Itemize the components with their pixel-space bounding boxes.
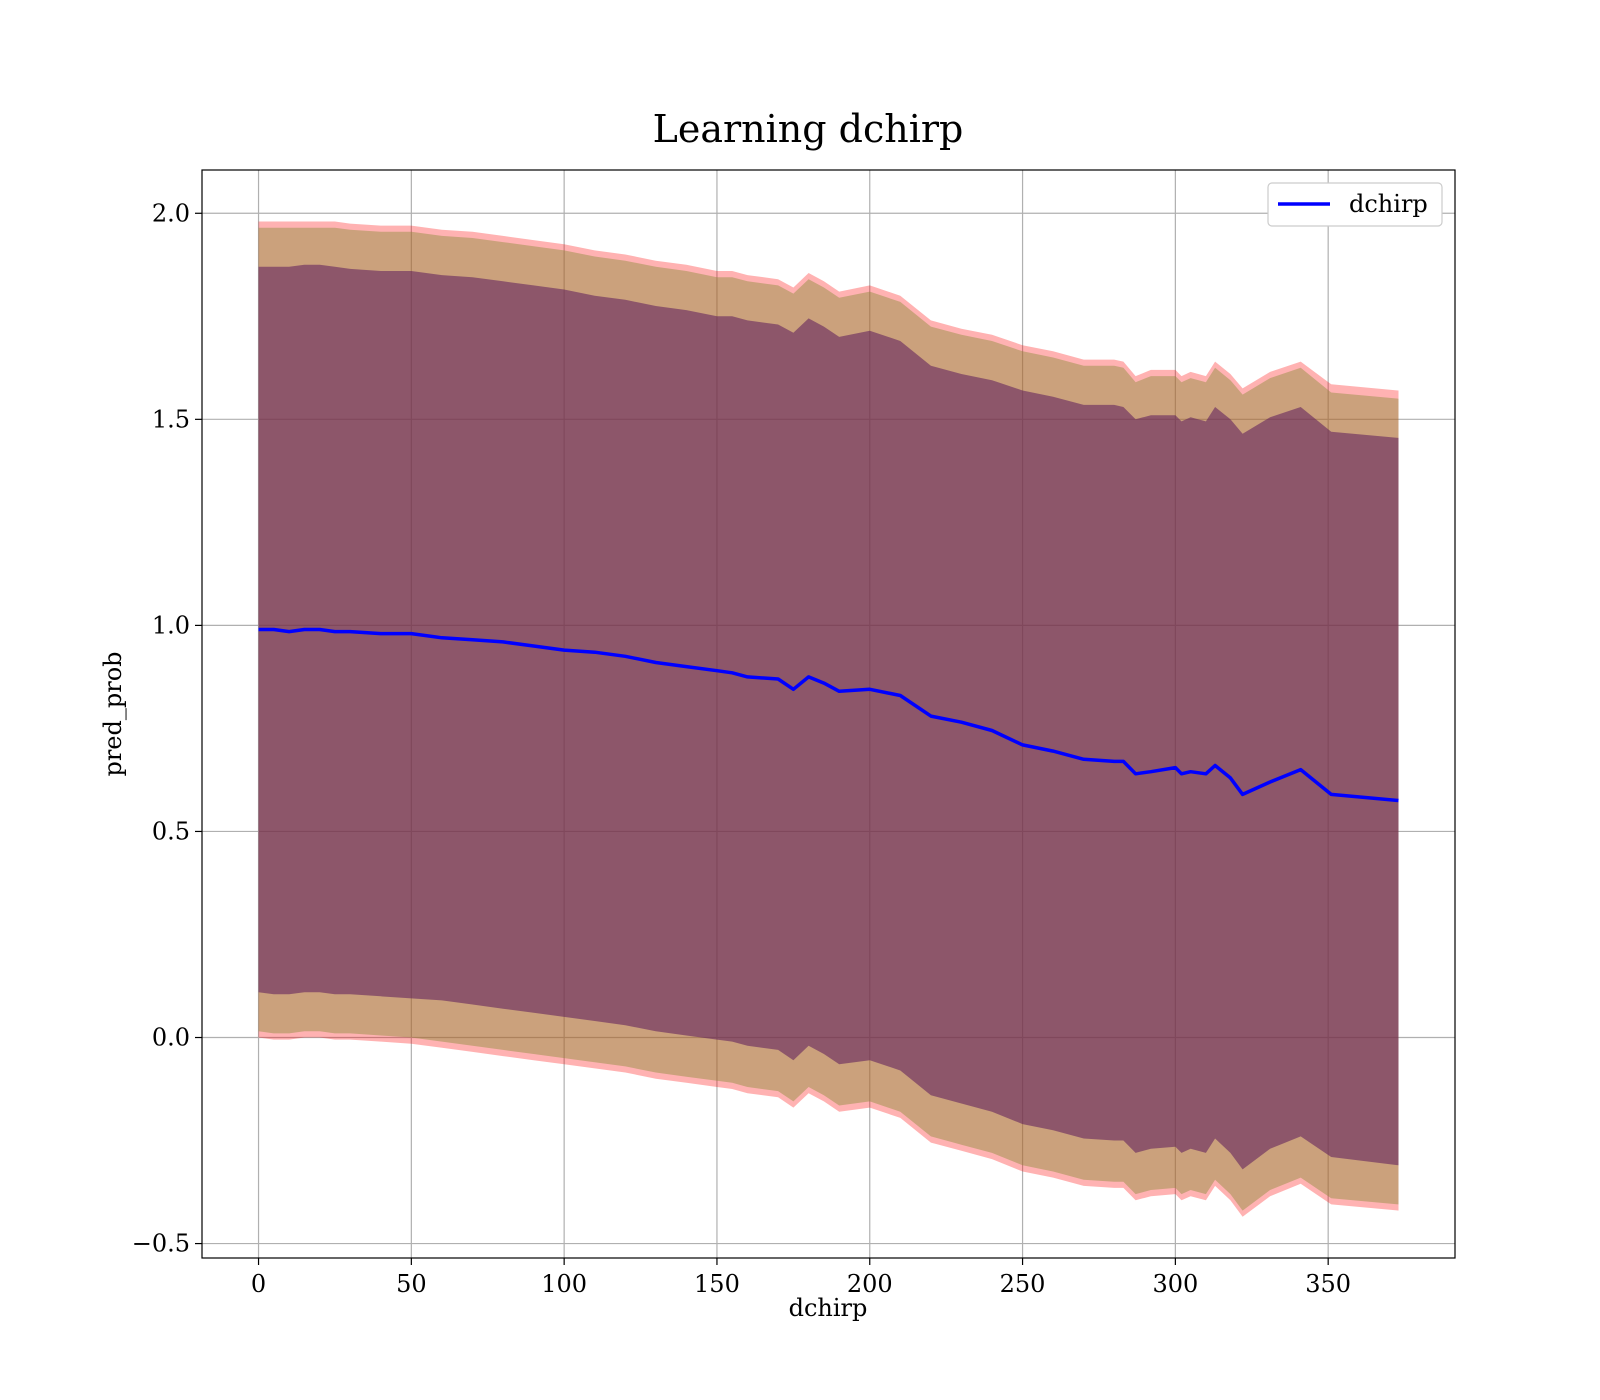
y-tick-label: 2.0 — [152, 199, 190, 227]
x-tick-label: 50 — [396, 1270, 427, 1298]
y-tick-label: 1.0 — [152, 611, 190, 639]
y-tick-label: 1.5 — [152, 405, 190, 433]
y-tick-label: 0.0 — [152, 1024, 190, 1052]
y-tick-label: 0.5 — [152, 817, 190, 845]
chart-title: Learning dchirp — [653, 107, 964, 151]
x-tick-label: 0 — [251, 1270, 266, 1298]
x-axis: 0 50 100 150 200 250 300 350 — [251, 1258, 1351, 1298]
x-tick-label: 250 — [1000, 1270, 1046, 1298]
x-tick-label: 300 — [1152, 1270, 1198, 1298]
legend: dchirp — [1267, 182, 1443, 227]
legend-label: dchirp — [1349, 190, 1428, 218]
band-inner — [258, 264, 1399, 1170]
x-tick-label: 150 — [694, 1270, 740, 1298]
x-axis-label: dchirp — [789, 1294, 868, 1322]
confidence-bands — [258, 221, 1399, 1217]
series-line-dchirp — [258, 627, 1399, 803]
series-lines — [258, 627, 1399, 803]
x-tick-label: 100 — [541, 1270, 587, 1298]
plot-frame — [201, 169, 1456, 1259]
y-axis-label: pred_prob — [99, 651, 127, 776]
y-axis: −0.5 0.0 0.5 1.0 1.5 2.0 — [132, 199, 202, 1258]
x-tick-label: 200 — [847, 1270, 893, 1298]
y-tick-label: −0.5 — [132, 1230, 190, 1258]
x-tick-label: 350 — [1305, 1270, 1351, 1298]
legend-box — [1267, 182, 1443, 227]
